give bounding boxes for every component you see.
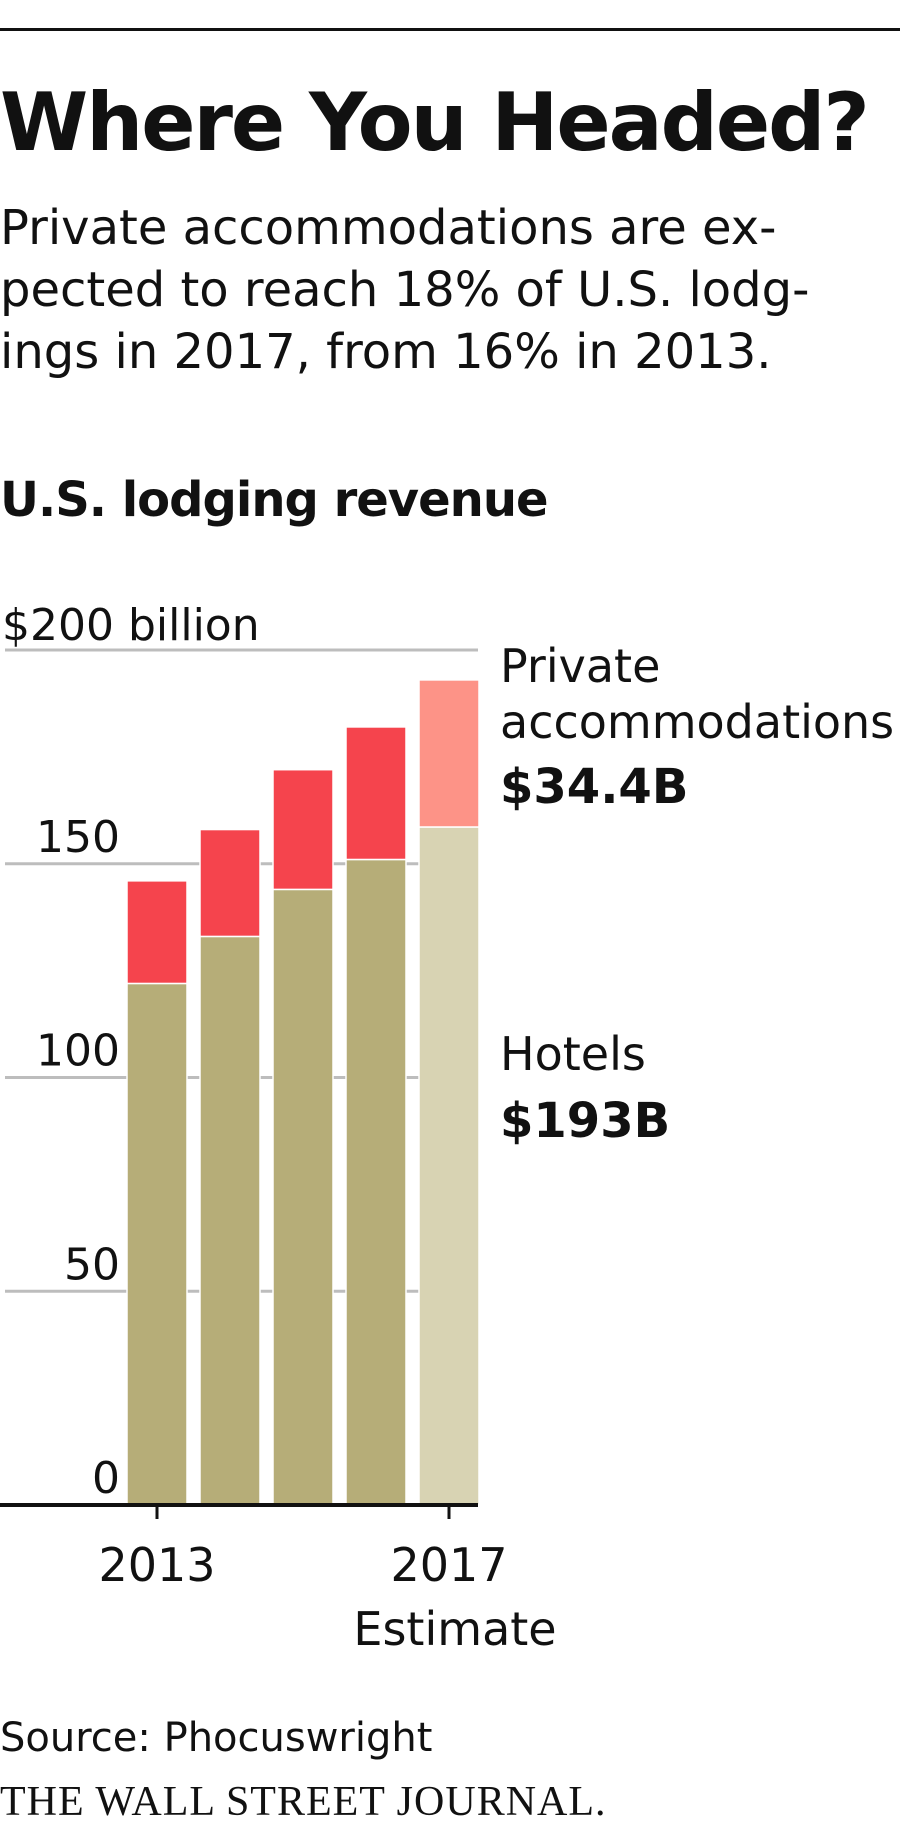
y-tick-label: 150 <box>36 812 120 863</box>
y-tick-label: 50 <box>64 1239 120 1290</box>
dek-line: Private accommodations are ex- <box>0 200 777 256</box>
bar-private <box>418 679 480 828</box>
chart-title: U.S. lodging revenue <box>0 472 549 528</box>
legend-hotels-value: $193B <box>500 1093 670 1149</box>
bar-private <box>126 880 188 985</box>
legend-private-label: accommodations <box>500 695 894 749</box>
bar-hotels <box>418 826 480 1506</box>
x-tick-label: 2013 <box>98 1538 215 1592</box>
bar-hotels <box>272 888 334 1506</box>
x-axis: 2013 2017 Estimate <box>0 1503 557 1656</box>
x-tick-sublabel: Estimate <box>353 1602 556 1656</box>
bar-hotels <box>345 858 407 1506</box>
legend-hotels-label: Hotels <box>500 1027 646 1081</box>
bar-private <box>272 768 334 891</box>
top-rule <box>0 28 900 31</box>
y-tick-label: $200 billion <box>2 600 260 651</box>
dek: Private accommodations are ex- pected to… <box>0 197 900 383</box>
legend-private-value: $34.4B <box>500 759 688 815</box>
bar-private <box>199 828 261 938</box>
lodging-revenue-chart: 0 50 100 150 $200 billion 2013 2017 Estimate P… <box>0 600 894 1656</box>
legend-private-label: Private <box>500 639 660 693</box>
dek-line: pected to reach 18% of U.S. lodg- <box>0 262 810 318</box>
dek-line: ings in 2017, from 16% in 2013. <box>0 324 772 380</box>
source-note: Source: Phocuswright <box>0 1715 433 1761</box>
bar-hotels <box>126 982 188 1506</box>
bar-hotels <box>199 935 261 1506</box>
headline: Where You Headed? <box>0 76 870 169</box>
bar-private <box>345 726 407 861</box>
bars <box>126 679 480 1506</box>
y-tick-label: 0 <box>92 1453 120 1504</box>
x-tick-label: 2017 <box>390 1538 507 1592</box>
y-axis-labels: 0 50 100 150 $200 billion <box>2 600 260 1504</box>
publisher-logo: THE WALL STREET JOURNAL. <box>0 1779 607 1825</box>
y-tick-label: 100 <box>36 1026 120 1077</box>
